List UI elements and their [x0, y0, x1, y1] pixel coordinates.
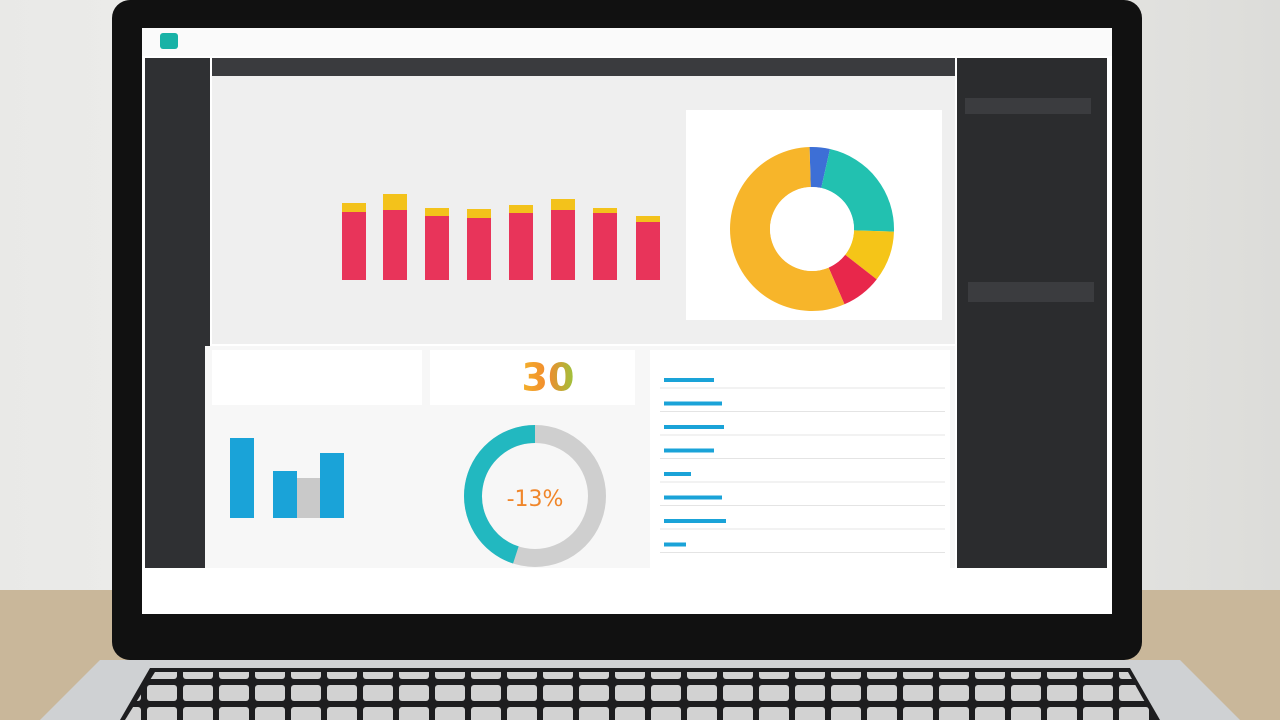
- list-bar: [664, 495, 722, 500]
- bar-segment: [342, 203, 366, 212]
- bar-segment: [425, 216, 449, 280]
- pie-slice: [809, 147, 831, 189]
- gauge-arc: [464, 425, 536, 564]
- bar-segment: [342, 212, 366, 280]
- charts: [230, 147, 945, 567]
- bar-segment: [467, 209, 491, 218]
- bar-segment: [383, 194, 407, 210]
- kpi-big: 30: [522, 356, 575, 400]
- pie-slice: [821, 149, 894, 232]
- kpi-card: [212, 350, 422, 405]
- pie-hole: [770, 187, 854, 271]
- top-bar: [142, 28, 1112, 56]
- logo: [160, 33, 178, 49]
- list-bar: [664, 401, 722, 406]
- bar-segment: [509, 205, 533, 213]
- bar-segment: [551, 210, 575, 280]
- sidebar: [145, 58, 210, 568]
- header-strip: [212, 58, 955, 76]
- bar-segment: [593, 208, 617, 213]
- panel-row: [968, 282, 1094, 302]
- pie-slice: [828, 254, 877, 305]
- bar-segment: [425, 208, 449, 216]
- list-bar: [664, 472, 691, 476]
- pie-slice: [845, 230, 894, 280]
- gauge-label: -13%: [507, 487, 564, 512]
- bar-segment: [467, 218, 491, 280]
- bar: [273, 471, 297, 518]
- list-bar: [664, 448, 714, 453]
- bar-segment: [636, 222, 660, 280]
- list-bar: [664, 425, 724, 429]
- bar: [297, 478, 321, 518]
- list-bar: [664, 519, 726, 523]
- keys: [125, 672, 1155, 720]
- bar-segment: [383, 210, 407, 280]
- right-panel: [957, 58, 1107, 568]
- bar-segment: [509, 213, 533, 280]
- bar-segment: [593, 213, 617, 280]
- bar-segment: [551, 199, 575, 210]
- bar: [230, 438, 254, 518]
- pie-slice: [730, 147, 845, 311]
- bar-segment: [636, 216, 660, 222]
- list-bar: [664, 542, 686, 547]
- kpi-card: [430, 350, 635, 405]
- panel-row: [965, 98, 1091, 114]
- bar: [320, 453, 344, 518]
- list-bar: [664, 378, 714, 382]
